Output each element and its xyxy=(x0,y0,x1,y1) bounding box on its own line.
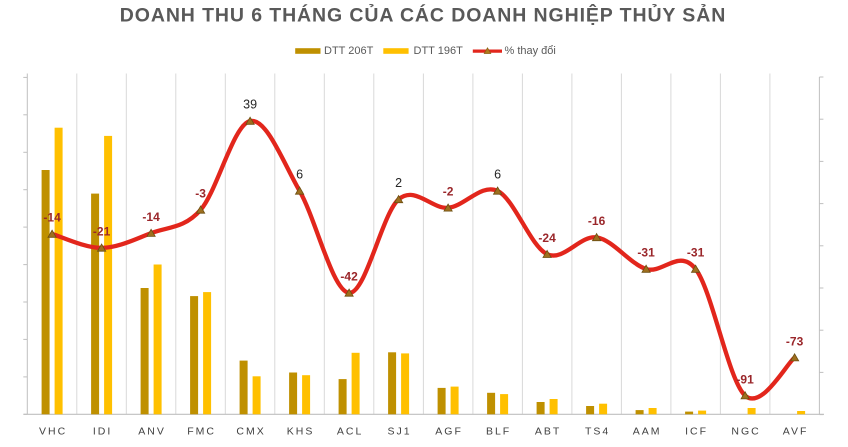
svg-text:-31: -31 xyxy=(687,246,705,260)
svg-text:DTT 206T: DTT 206T xyxy=(324,45,374,57)
svg-text:-21: -21 xyxy=(93,225,111,239)
svg-text:TS4: TS4 xyxy=(585,426,610,438)
svg-text:SJ1: SJ1 xyxy=(388,426,412,438)
svg-text:% thay đổi: % thay đổi xyxy=(505,45,556,57)
svg-text:AVF: AVF xyxy=(783,426,809,438)
svg-text:-91: -91 xyxy=(736,372,754,386)
svg-text:-14: -14 xyxy=(43,211,61,225)
svg-text:-73: -73 xyxy=(786,334,804,348)
svg-text:FMC: FMC xyxy=(187,426,216,438)
svg-text:-24: -24 xyxy=(538,231,556,245)
svg-text:KHS: KHS xyxy=(287,426,315,438)
svg-text:-3: -3 xyxy=(195,187,206,201)
svg-text:-31: -31 xyxy=(637,246,655,260)
svg-text:NGC: NGC xyxy=(731,426,760,438)
svg-text:AGF: AGF xyxy=(435,426,463,438)
svg-text:BLF: BLF xyxy=(486,426,511,438)
svg-text:DOANH THU 6 THÁNG CỦA CÁC DOAN: DOANH THU 6 THÁNG CỦA CÁC DOANH NGHIỆP T… xyxy=(120,3,726,27)
svg-text:-16: -16 xyxy=(588,214,606,228)
svg-text:-42: -42 xyxy=(340,270,358,284)
svg-text:2: 2 xyxy=(395,176,402,190)
svg-text:DTT 196T: DTT 196T xyxy=(414,45,464,57)
svg-text:ANV: ANV xyxy=(138,426,166,438)
svg-text:VHC: VHC xyxy=(39,426,67,438)
svg-text:CMX: CMX xyxy=(236,426,265,438)
svg-text:IDI: IDI xyxy=(93,426,112,438)
svg-text:ACL: ACL xyxy=(337,426,363,438)
svg-text:6: 6 xyxy=(494,168,501,182)
svg-text:6: 6 xyxy=(296,168,303,182)
svg-text:ICF: ICF xyxy=(685,426,708,438)
svg-text:39: 39 xyxy=(243,98,257,112)
svg-text:-2: -2 xyxy=(443,185,454,199)
svg-text:ABT: ABT xyxy=(535,426,561,438)
svg-text:-14: -14 xyxy=(142,210,160,224)
svg-text:AAM: AAM xyxy=(633,426,662,438)
